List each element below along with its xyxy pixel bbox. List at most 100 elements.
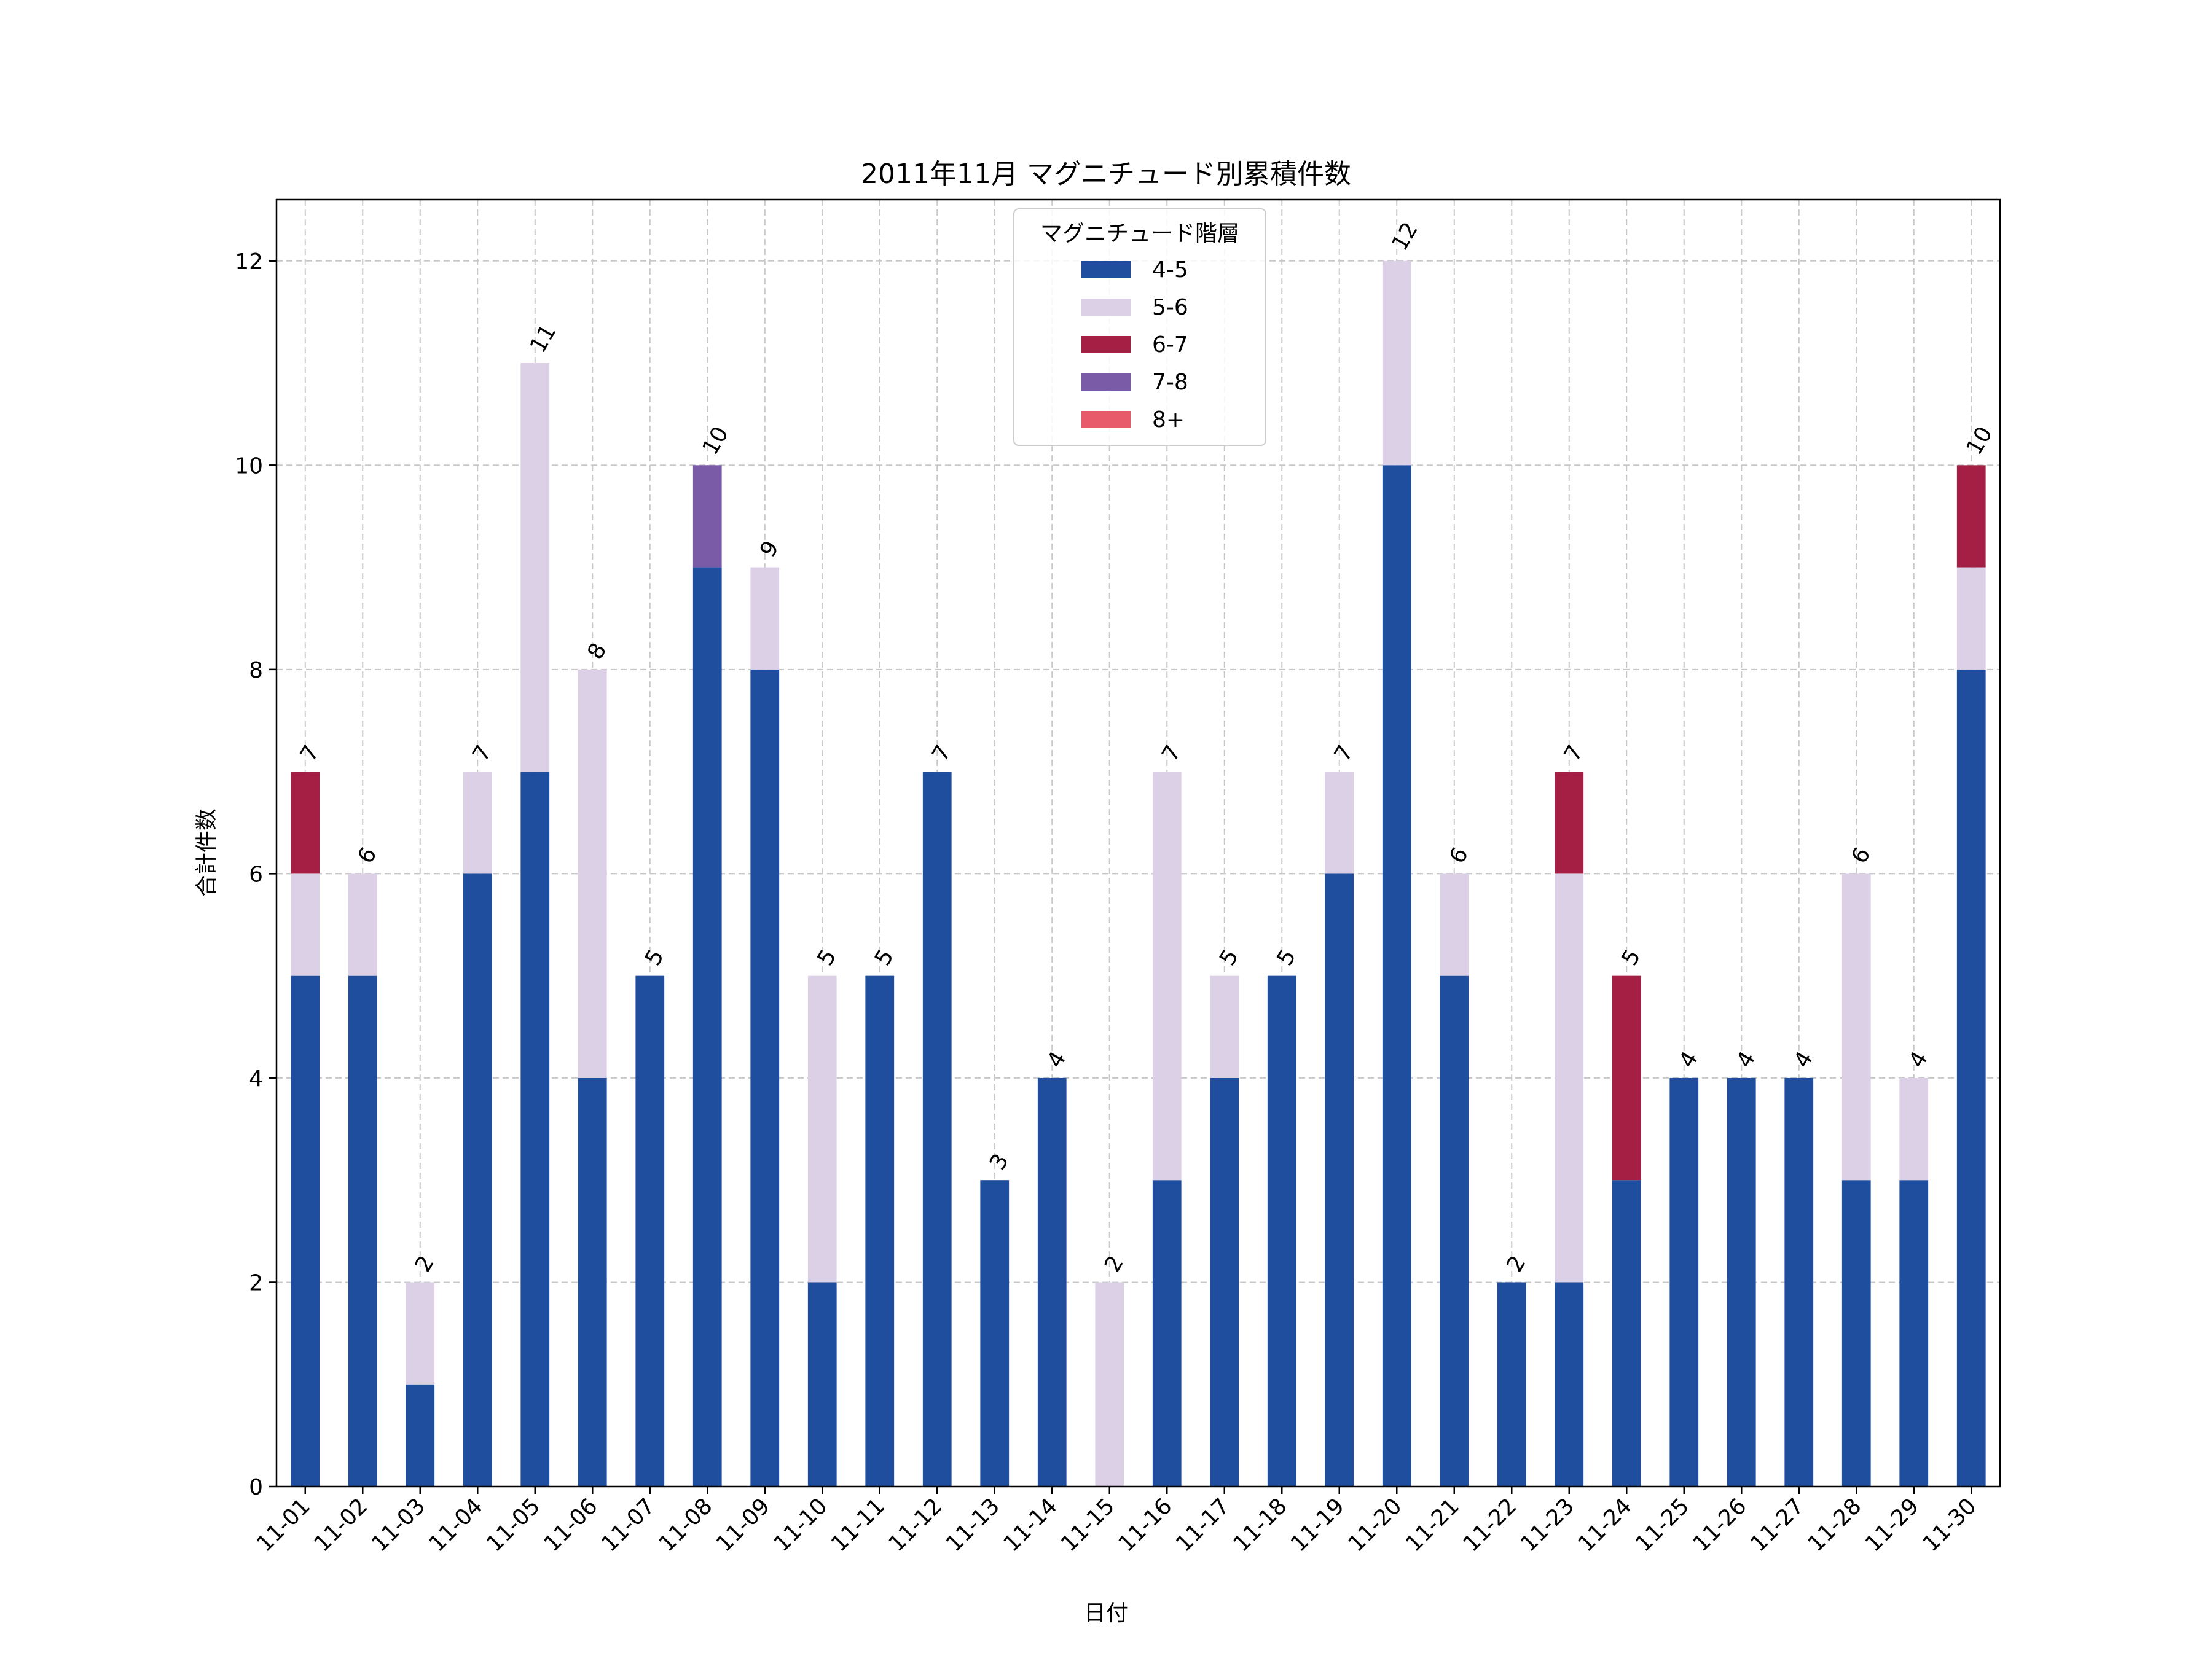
bar-segment [348, 873, 377, 976]
bar-segment [1325, 772, 1354, 874]
bar-segment [1727, 1077, 1756, 1487]
bar-total-label: 6 [1445, 843, 1473, 868]
y-tick-label: 4 [249, 1066, 263, 1092]
x-tick-label: 11-11 [826, 1493, 890, 1557]
bar-segment [1555, 873, 1584, 1283]
bar-total-label: 5 [813, 945, 842, 970]
bar-segment [1612, 975, 1641, 1181]
bar-total-label: 7 [928, 741, 957, 765]
bar-total-label: 2 [1100, 1252, 1129, 1276]
bar-segment [922, 772, 952, 1487]
x-tick-label: 11-06 [539, 1493, 603, 1557]
legend-label: 5-6 [1152, 295, 1188, 320]
bar-segment [1899, 1180, 1929, 1487]
bar-segment [692, 465, 722, 568]
bar-segment [1956, 669, 1986, 1487]
chart-title: 2011年11月 マグニチュード別累積件数 [861, 158, 1351, 190]
bar-total-label: 4 [1732, 1047, 1761, 1072]
bar-segment [1382, 260, 1411, 466]
x-tick-label: 11-22 [1459, 1493, 1522, 1557]
x-tick-label: 11-12 [884, 1493, 947, 1557]
bar-segment [1497, 1282, 1526, 1487]
legend-label: 4-5 [1152, 257, 1188, 283]
bar-total-label: 7 [1330, 741, 1359, 765]
bar-segment [348, 975, 377, 1487]
bar-total-label: 10 [698, 423, 734, 459]
bar-segment [750, 669, 780, 1487]
x-tick-label: 11-27 [1746, 1493, 1809, 1557]
bar-total-label: 5 [640, 945, 669, 970]
bar-segment [692, 567, 722, 1487]
bar-segment [1152, 1180, 1182, 1487]
bar-total-label: 2 [410, 1252, 439, 1276]
bar-segment [1956, 465, 1986, 568]
x-tick-label: 11-19 [1286, 1493, 1349, 1557]
bar-segment [463, 873, 492, 1487]
bar-segment [1440, 975, 1469, 1487]
bar-segment [1325, 873, 1354, 1487]
x-tick-label: 11-30 [1918, 1493, 1982, 1557]
bar-total-label: 4 [1904, 1047, 1933, 1072]
x-tick-label: 11-08 [654, 1493, 718, 1557]
bar-total-label: 3 [985, 1149, 1014, 1174]
bar-segment [1095, 1282, 1124, 1487]
x-tick-label: 11-23 [1516, 1493, 1579, 1557]
x-tick-label: 11-25 [1631, 1493, 1694, 1557]
x-tick-label: 11-17 [1171, 1493, 1234, 1557]
x-tick-label: 11-04 [425, 1493, 488, 1557]
bar-segment [406, 1384, 435, 1487]
x-tick-label: 11-05 [482, 1493, 545, 1557]
legend-title: マグニチュード階層 [1040, 221, 1239, 246]
bar-segment [578, 1077, 607, 1487]
bar-segment [1841, 873, 1871, 1181]
bar-total-label: 5 [1273, 945, 1301, 970]
bar-total-label: 7 [1158, 741, 1186, 765]
bar-segment [1267, 975, 1296, 1487]
bar-total-label: 4 [1043, 1047, 1072, 1072]
bar-total-label: 7 [468, 741, 497, 765]
bar-segment [807, 975, 837, 1283]
bar-segment [406, 1282, 435, 1385]
bar-segment [1899, 1077, 1929, 1181]
x-tick-label: 11-18 [1229, 1493, 1292, 1557]
y-tick-label: 10 [235, 453, 263, 479]
bar-segment [1555, 772, 1584, 874]
bar-total-label: 5 [1215, 945, 1244, 970]
bar-total-label: 2 [1502, 1252, 1531, 1276]
bar-segment [520, 772, 550, 1487]
x-tick-label: 11-09 [712, 1493, 775, 1557]
bar-segment [1152, 772, 1182, 1181]
bar-segment [1956, 567, 1986, 670]
bar-total-label: 9 [755, 537, 784, 561]
bar-total-label: 6 [353, 843, 382, 868]
x-tick-label: 11-15 [1056, 1493, 1120, 1557]
legend: マグニチュード階層 4-5 5-6 6-7 7-8 8+ [1013, 208, 1266, 446]
y-axis-label: 合計件数 [194, 808, 219, 897]
x-tick-label: 11-01 [252, 1493, 315, 1557]
bar-segment [520, 363, 550, 772]
bar-segment [750, 567, 780, 670]
bar-segment [463, 772, 492, 874]
x-tick-label: 11-07 [597, 1493, 660, 1557]
legend-swatch [1081, 411, 1131, 428]
x-tick-label: 11-13 [941, 1493, 1005, 1557]
y-tick-label: 8 [249, 658, 263, 683]
bar-total-label: 5 [870, 945, 899, 970]
bar-segment [1784, 1077, 1814, 1487]
bar-total-label: 8 [583, 639, 612, 663]
legend-label: 8+ [1152, 407, 1185, 432]
x-tick-label: 11-02 [310, 1493, 373, 1557]
bar-total-label: 10 [1962, 423, 1998, 459]
y-tick-label: 12 [235, 249, 263, 275]
x-tick-label: 11-21 [1401, 1493, 1464, 1557]
bar-segment [291, 772, 320, 874]
y-tick-label: 2 [249, 1270, 263, 1296]
legend-swatch [1081, 299, 1131, 316]
bar-total-label: 12 [1387, 218, 1423, 255]
bar-segment [1382, 465, 1411, 1487]
legend-label: 7-8 [1152, 370, 1188, 395]
legend-box [1013, 208, 1266, 446]
bars [291, 260, 1986, 1487]
